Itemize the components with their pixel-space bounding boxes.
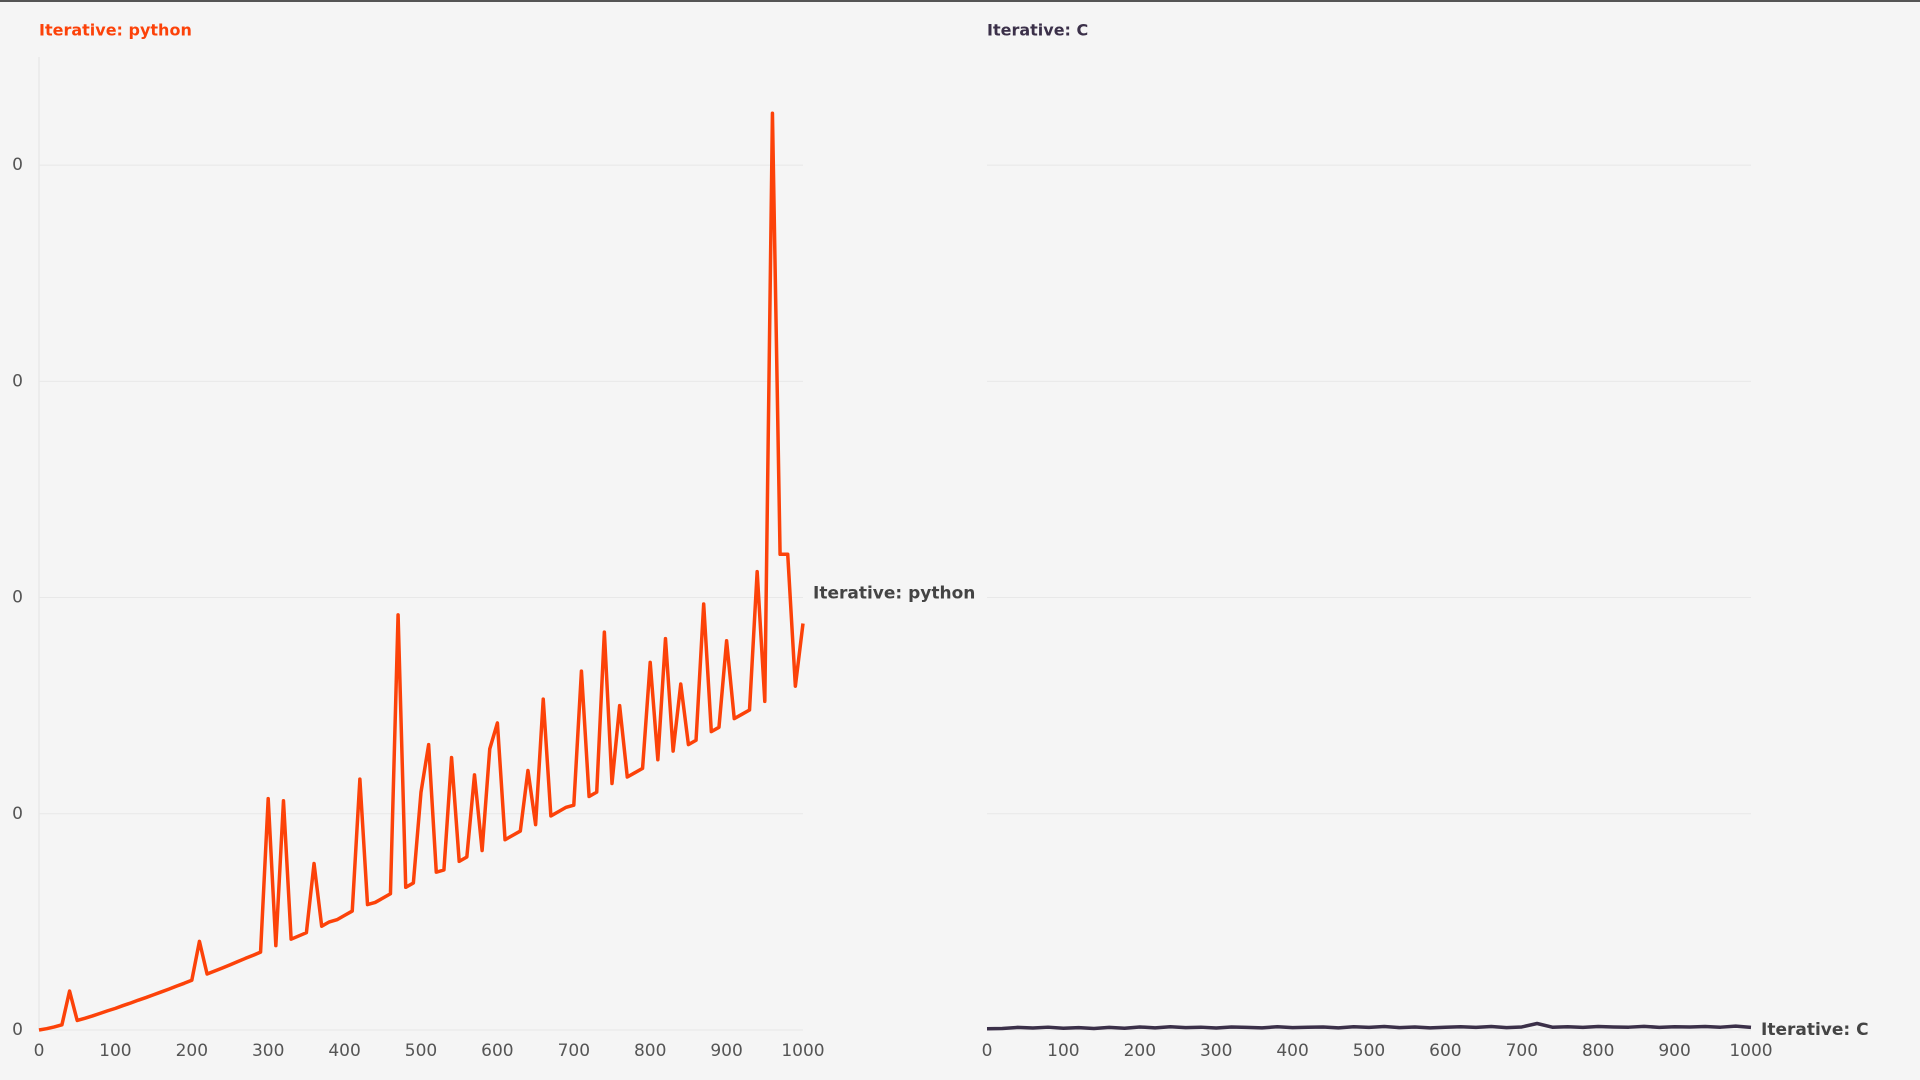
x-tick-label: 1000 [781,1041,824,1061]
y-tick-label: 0 [12,804,23,824]
x-tick-label: 400 [1276,1041,1308,1061]
y-tick-label: 0 [12,588,23,608]
x-tick-label: 700 [1506,1041,1538,1061]
x-tick-label: 200 [176,1041,208,1061]
x-tick-label: 600 [1429,1041,1461,1061]
x-tick-label: 900 [1658,1041,1690,1061]
chart-title: Iterative: C [987,21,1088,40]
series-line [38,111,805,1032]
y-tick-label: 0 [12,1020,23,1040]
x-tick-label: 500 [1353,1041,1385,1061]
x-tick-label: 0 [34,1041,45,1061]
x-tick-label: 800 [1582,1041,1614,1061]
x-tick-label: 900 [710,1041,742,1061]
top-border [0,0,1920,2]
x-tick-label: 0 [982,1041,993,1061]
series-end-label: Iterative: python [813,584,975,604]
y-tick-label: 0 [12,155,23,175]
x-tick-label: 600 [481,1041,513,1061]
x-tick-label: 200 [1124,1041,1156,1061]
x-tick-label: 300 [252,1041,284,1061]
x-tick-label: 300 [1200,1041,1232,1061]
x-tick-label: 700 [558,1041,590,1061]
x-tick-label: 500 [405,1041,437,1061]
x-tick-label: 400 [328,1041,360,1061]
x-tick-label: 1000 [1729,1041,1772,1061]
x-tick-label: 800 [634,1041,666,1061]
x-tick-label: 100 [99,1041,131,1061]
series-line [986,1021,1752,1031]
x-tick-label: 100 [1047,1041,1079,1061]
y-tick-label: 0 [12,371,23,391]
series-end-label: Iterative: C [1761,1020,1869,1040]
chart-title: Iterative: python [39,21,192,40]
